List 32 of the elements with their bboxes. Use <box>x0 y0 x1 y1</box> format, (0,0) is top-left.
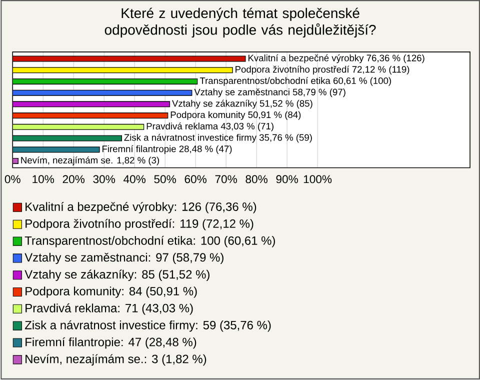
data-label: Pravdivá reklama 43,03 % (71) <box>146 122 274 132</box>
legend-label: Firemní filantropie: 47 (28,48 %) <box>26 338 196 349</box>
legend-label: Transparentnost/obchodní etika: 100 (60,61 %) <box>24 236 275 248</box>
data-label: Kvalitní a bezpečné výrobky 76,36 % (126) <box>248 54 424 64</box>
x-tick-label: 0% <box>4 175 20 184</box>
x-tick-label: 80% <box>246 175 268 184</box>
data-label: Vztahy se zaměstnanci 58,79 % (97) <box>194 88 346 98</box>
x-tick-label: 100% <box>304 175 332 184</box>
x-tick-label: 40% <box>124 175 146 184</box>
data-label: Vztahy se zákazníky 51,52 % (85) <box>172 100 312 109</box>
data-label: Podpora komunity 50,91 % (84) <box>170 111 301 120</box>
legend-label: Vztahy se zákazníky: 85 (51,52 %) <box>24 270 210 282</box>
chart-title: Které z uvedených témat společenské odpovědnosti jsou podle vás nejdůležitější? <box>104 8 376 38</box>
legend-label: Podpora životního prostředí: 119 (72,12 %) <box>26 219 254 230</box>
legend-label: Pravdivá reklama: 71 (43,03 %) <box>26 304 193 315</box>
x-tick-label: 30% <box>93 175 116 184</box>
data-label: Podpora životního prostředí 72,12 % (119) <box>236 66 410 75</box>
data-label: Transparentnost/obchodní etika 60,61 % (100) <box>200 77 391 86</box>
legend-label: Zisk a návratnost investice firmy: 59 (35,76 %) <box>24 320 271 332</box>
x-tick-label: 60% <box>184 175 207 184</box>
x-tick-label: 90% <box>276 175 298 184</box>
data-label: Nevím, nezajímám se. 1,82 % (3) <box>21 156 160 166</box>
data-label: Zisk a návratnost investice firmy 35,76 % (59) <box>124 134 312 143</box>
x-tick-label: 50% <box>154 175 176 184</box>
data-label: Firemní filantropie 28,48 % (47) <box>102 145 232 154</box>
legend-label: Podpora komunity: 84 (50,91 %) <box>26 286 197 298</box>
legend-label: Nevím, nezajímám se.: 3 (1,82 %) <box>26 354 206 366</box>
legend-label: Vztahy se zaměstnanci: 97 (58,79 %) <box>24 253 224 264</box>
x-tick-label: 20% <box>62 175 85 184</box>
x-tick-label: 10% <box>32 175 54 184</box>
x-tick-label: 70% <box>215 175 237 184</box>
legend-label: Kvalitní a bezpečné výrobky: 126 (76,36 %) <box>26 202 256 214</box>
